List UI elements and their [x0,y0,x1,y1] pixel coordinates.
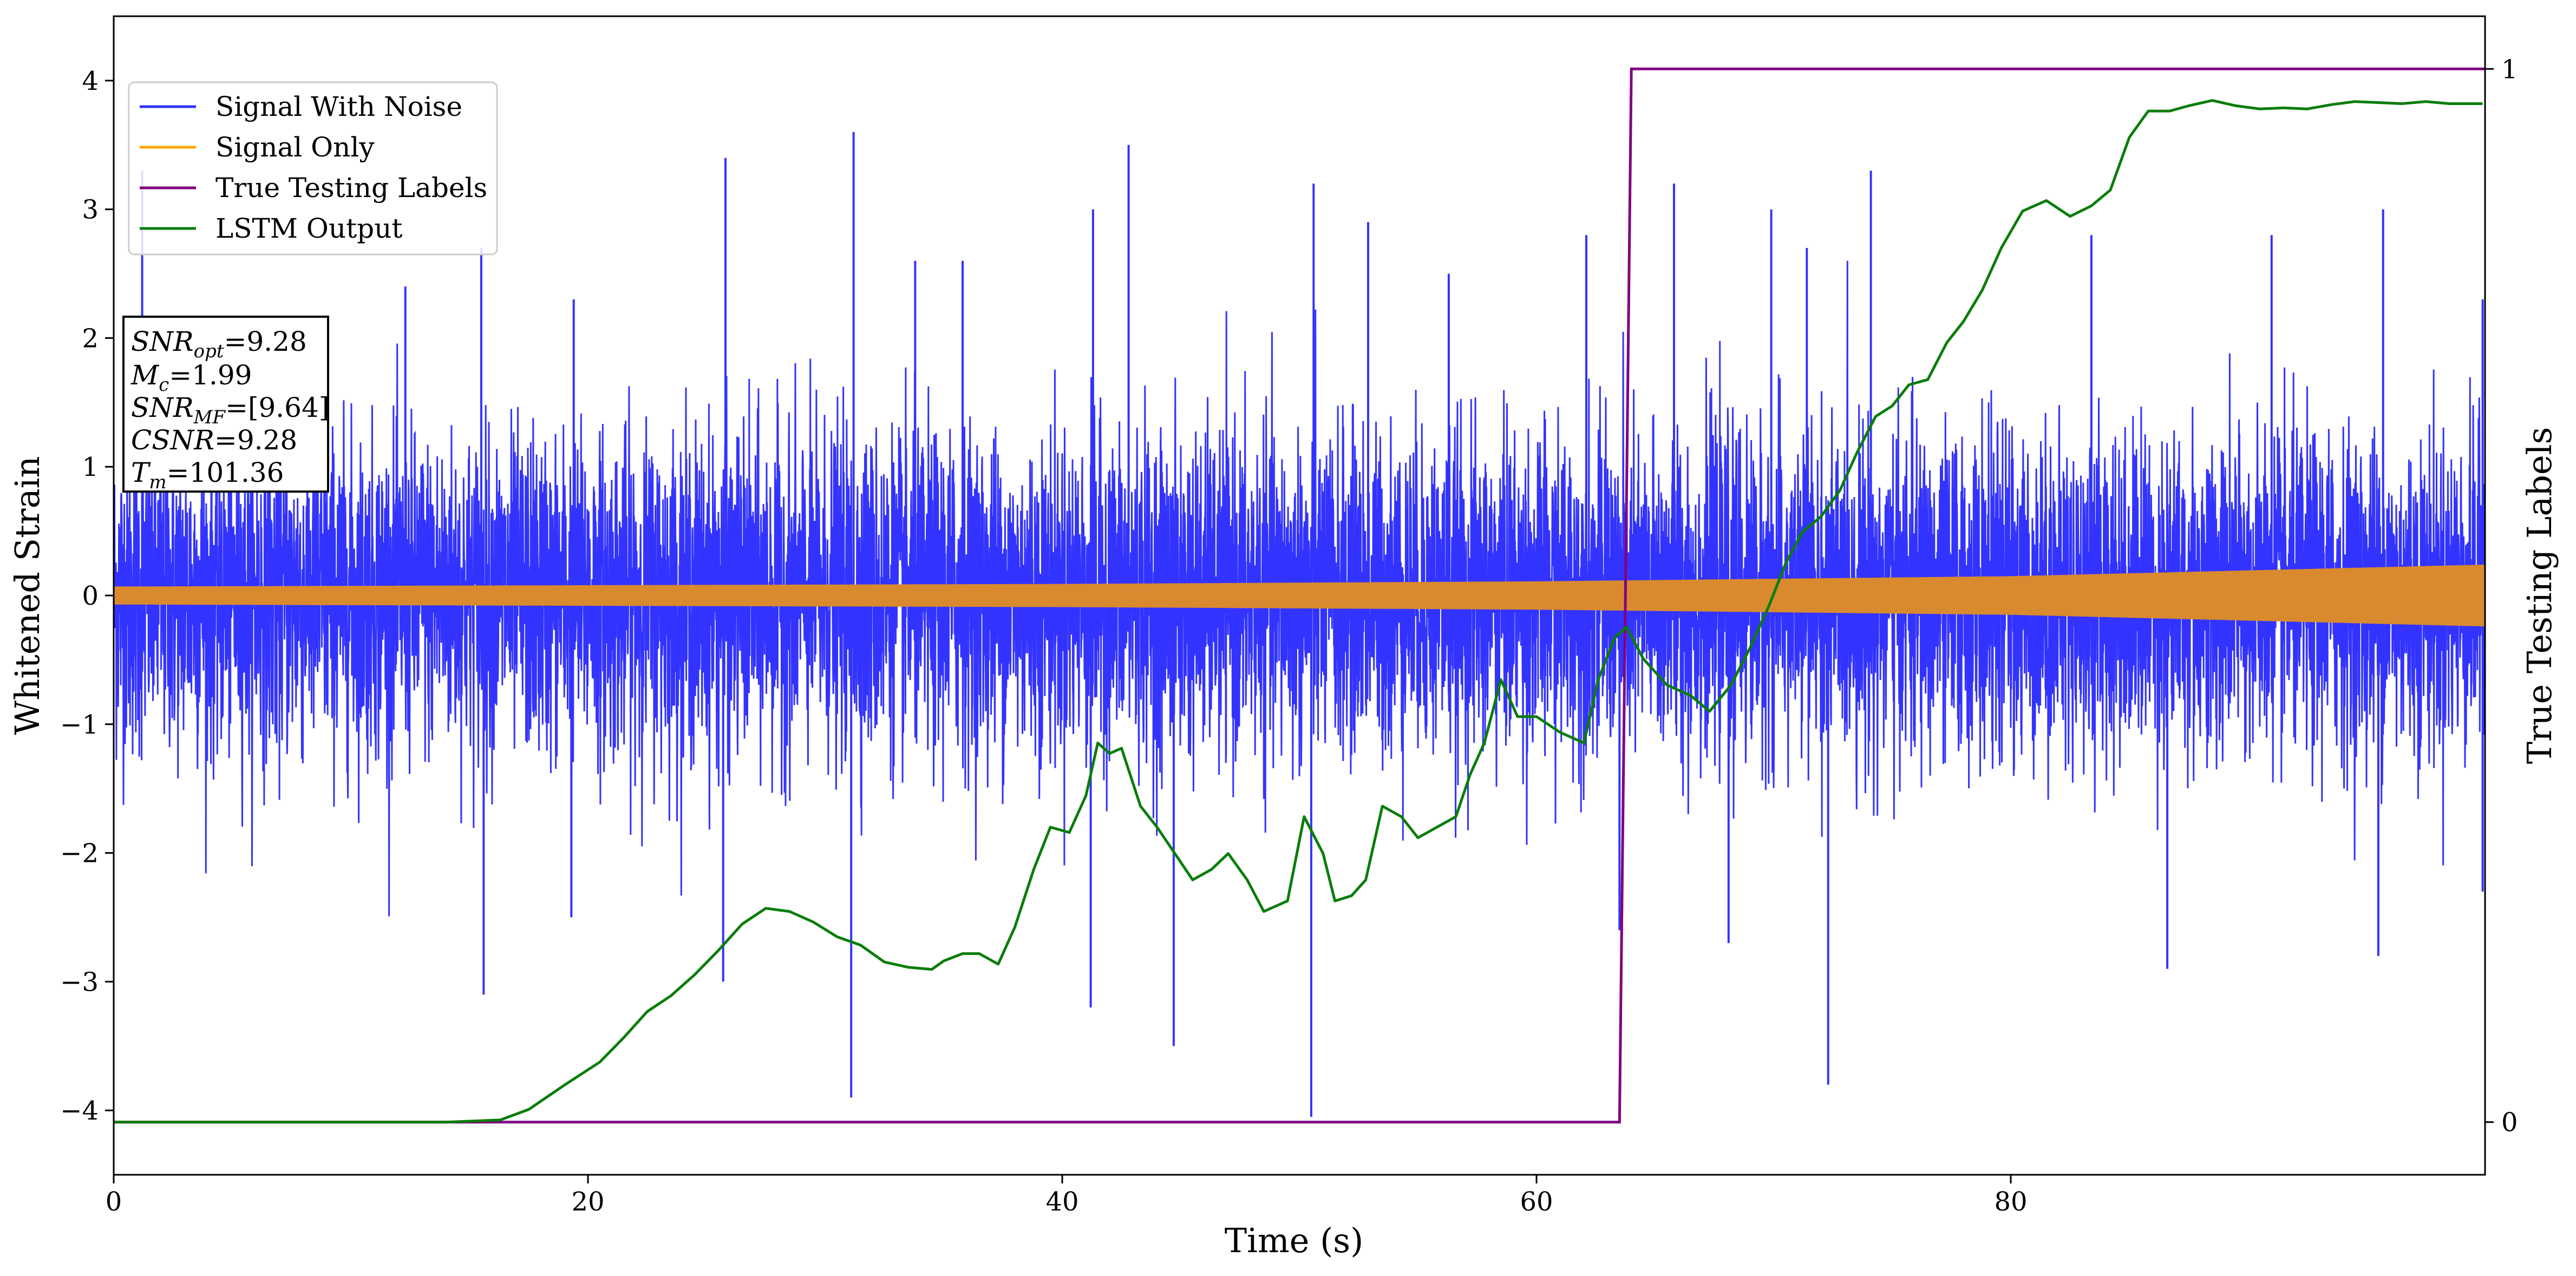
legend-label: Signal With Noise [215,91,462,122]
y-tick-label: −4 [60,1096,99,1126]
series-line-signal-only [114,564,2485,627]
series-line-lstm-output [114,99,2483,1124]
legend-label: Signal Only [215,132,375,163]
y-tick-label: 4 [82,66,99,96]
legend: Signal With Noise Signal Only True Testing… [128,81,498,256]
y-tick-label: 0 [82,581,99,611]
y-tick-label: −3 [60,967,99,997]
legend-label: LSTM Output [215,213,402,244]
info-box-frame [122,316,329,493]
info-snr-opt: SNRopt=9.28 [131,326,307,362]
x-tick-label: 40 [1045,1187,1078,1217]
x-axis: 0 20 40 60 80 [106,1175,2028,1217]
legend-label: True Testing Labels [215,172,487,204]
parameter-info-box: SNRopt=9.28 Mc=1.99 SNRMF=[9.64] CSNR=9.… [122,316,329,493]
x-tick-label: 60 [1520,1187,1553,1217]
y-axis-left: −4 −3 −2 −1 0 1 2 3 4 [60,66,114,1126]
legend-box [128,81,498,256]
y-tick-label: 1 [82,452,99,482]
y2-tick-label: 1 [2501,54,2518,84]
series-line-true-testing-labels [114,67,2485,1124]
x-tick-label: 80 [1994,1187,2027,1217]
y-tick-label: 3 [82,195,99,225]
x-axis-title: Time (s) [1225,1221,1364,1260]
y2-tick-label: 0 [2501,1108,2518,1138]
info-snr-mf: SNRMF=[9.64] [131,392,329,428]
y2-axis-title: True Testing Labels [2520,427,2559,764]
y-axis-right: 01 [2485,54,2518,1138]
info-mc: Mc=1.99 [130,359,252,396]
y-tick-label: −1 [60,710,99,740]
x-tick-label: 0 [106,1187,122,1217]
noise-spike-group [141,132,2484,1117]
y-axis-title: Whitened Strain [8,456,47,735]
y-tick-label: −2 [60,839,99,869]
x-tick-label: 20 [571,1187,604,1217]
info-tm: Tm=101.36 [131,457,284,493]
series-layer [114,67,2485,1124]
info-csnr: CSNR=9.28 [131,424,297,456]
y-tick-label: 2 [82,323,99,354]
